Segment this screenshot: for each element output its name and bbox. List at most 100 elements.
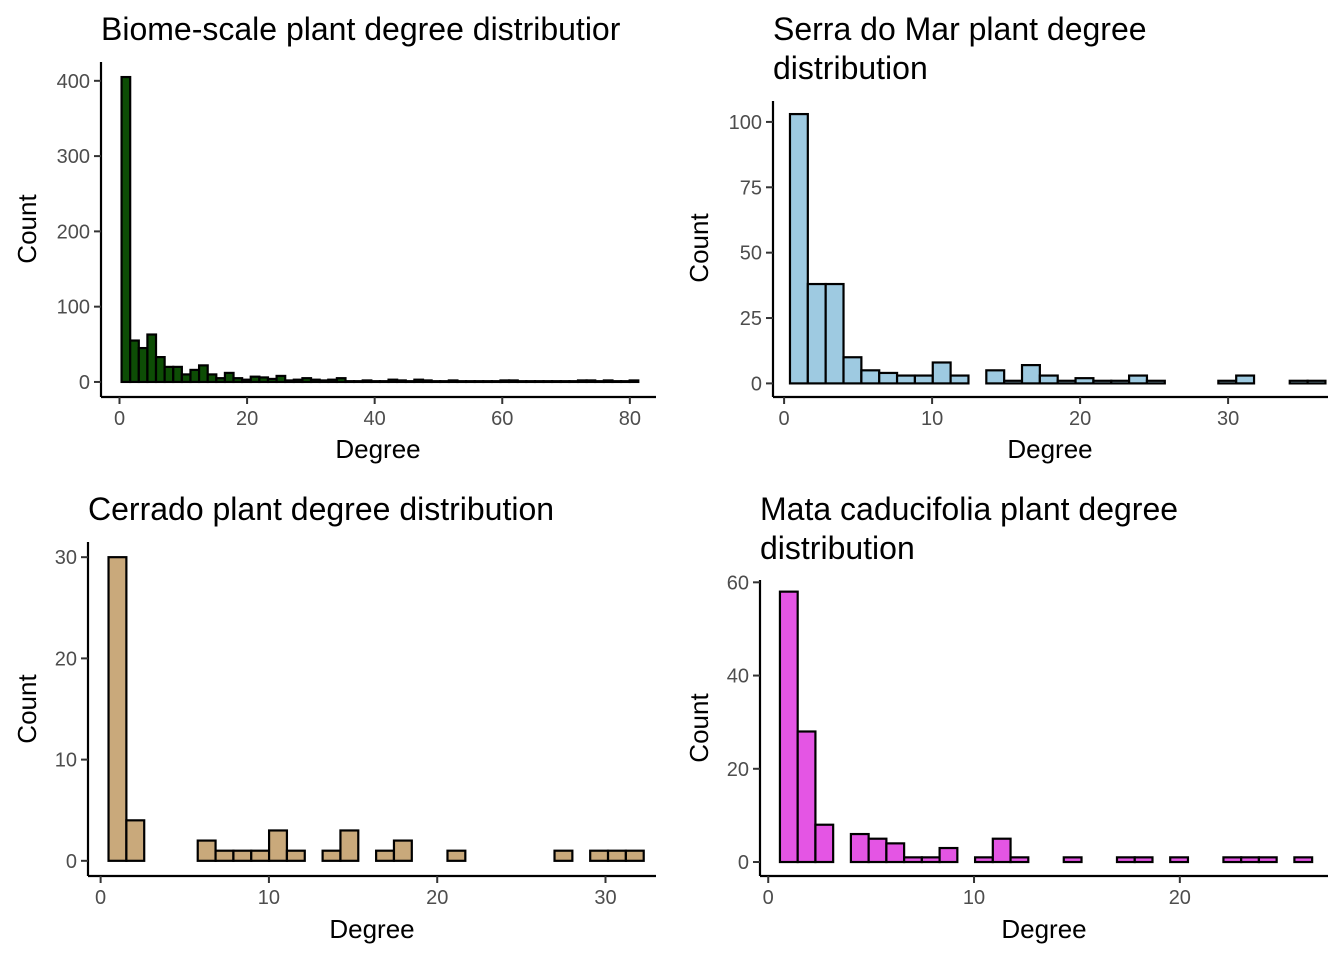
mata-caducifolia-y-tick-label: 40	[727, 666, 749, 688]
biome-scale-bar-21	[301, 377, 313, 384]
serra-do-mar-bar-8	[931, 361, 952, 385]
mata-caducifolia-bar-9	[938, 846, 959, 864]
serra-do-mar-bar-14	[1038, 374, 1059, 385]
mata-caducifolia-bar-19	[1115, 856, 1136, 864]
serra-do-mar-x-tick-label: 30	[1217, 408, 1239, 430]
biome-scale-bar-42	[482, 380, 493, 384]
mata-caducifolia-bar-25	[1222, 856, 1243, 864]
biome-scale-bar-16	[258, 376, 270, 384]
mata-caducifolia-bar-20	[1133, 856, 1154, 864]
serra-do-mar-bar-7	[913, 374, 934, 385]
biome-scale-bar-6	[172, 365, 183, 384]
mata-caducifolia-bar-26	[1240, 856, 1261, 864]
mata-caducifolia-bar-16	[1062, 856, 1083, 864]
serra-do-mar-bar-6	[895, 374, 917, 385]
biome-scale-bar-54	[585, 379, 597, 384]
biome-scale-bar-58	[619, 380, 631, 384]
biome-scale-bar-49	[542, 380, 554, 384]
biome-scale-bar-24	[327, 378, 338, 384]
biome-scale-bar-44	[499, 379, 511, 384]
cerrado-bar-19	[446, 849, 467, 862]
mata-caducifolia-bar-4	[849, 832, 870, 864]
mata-caducifolia-panel: Mata caducifolia plant degree distributio…	[684, 491, 1328, 944]
biome-scale-bar-1	[129, 339, 140, 384]
cerrado-bar-25	[553, 849, 574, 862]
serra-do-mar-bar-20	[1145, 379, 1166, 385]
biome-scale-bar-48	[533, 380, 545, 384]
cerrado-x-tick-label: 0	[95, 887, 106, 909]
mata-caducifolia-bar-6	[885, 842, 906, 864]
mata-caducifolia-y-tick-label: 0	[738, 852, 749, 874]
serra-do-mar-bar-19	[1128, 374, 1149, 385]
cerrado-bar-7	[232, 849, 253, 862]
serra-do-mar-bar-17	[1092, 379, 1113, 385]
cerrado-bar-12	[321, 849, 342, 862]
biome-scale-bar-36	[430, 380, 442, 384]
biome-scale-y-tick-label: 0	[79, 372, 90, 394]
serra-do-mar-bar-25	[1235, 374, 1256, 385]
mata-caducifolia-bar-8	[920, 856, 941, 864]
cerrado-x-tick-label: 20	[426, 887, 448, 909]
biome-scale-bar-28	[361, 379, 373, 384]
biome-scale-bar-11	[215, 377, 227, 384]
serra-do-mar-bar-16	[1074, 377, 1095, 385]
cerrado-x-axis-label: Degree	[329, 914, 414, 944]
biome-scale-bar-12	[223, 371, 235, 384]
biome-scale-bar-22	[309, 378, 321, 384]
cerrado-bar-29	[624, 849, 645, 862]
mata-caducifolia-bar-11	[973, 856, 994, 864]
cerrado-bar-1	[125, 819, 146, 862]
cerrado-bar-0	[107, 556, 128, 862]
cerrado-bar-28	[606, 849, 627, 862]
cerrado-bar-5	[196, 839, 217, 862]
mata-caducifolia-bar-27	[1257, 856, 1278, 864]
cerrado-bar-6	[214, 849, 235, 862]
biome-scale-bar-10	[206, 373, 218, 384]
serra-do-mar-x-tick-label: 10	[921, 408, 943, 430]
biome-scale-x-tick-label: 60	[491, 408, 513, 430]
cerrado-panel: Cerrado plant degree distribution 0 10 20 30…	[12, 491, 656, 944]
biome-scale-bar-46	[516, 380, 528, 384]
cerrado-y-tick-label: 10	[55, 750, 77, 772]
biome-scale-bar-32	[396, 379, 407, 384]
mata-caducifolia-y-tick-label: 60	[727, 572, 749, 594]
serra-do-mar-y-tick-label: 50	[740, 243, 762, 265]
biome-scale-x-tick-label: 20	[236, 408, 258, 430]
serra-do-mar-panel: Serra do Mar plant degree distribution 0 10…	[684, 11, 1328, 464]
biome-scale-bar-41	[473, 380, 485, 384]
serra-do-mar-bar-0	[788, 112, 809, 385]
mata-caducifolia-x-axis-label: Degree	[1001, 914, 1086, 944]
cerrado-bar-8	[250, 849, 271, 862]
mata-caducifolia-x-tick-label: 0	[763, 887, 774, 909]
mata-caducifolia-bar-12	[991, 837, 1012, 864]
biome-scale-bar-5	[163, 365, 175, 384]
biome-scale-bar-33	[404, 380, 416, 384]
serra-do-mar-bar-12	[1003, 379, 1024, 385]
biome-scale-bar-55	[594, 380, 605, 384]
cerrado-y-axis-label: Count	[12, 674, 42, 744]
biome-scale-bar-56	[602, 379, 614, 384]
biome-scale-y-tick-label: 100	[57, 297, 90, 319]
mata-caducifolia-title: Mata caducifolia plant degree distributio…	[760, 491, 1178, 566]
serra-do-mar-bar-4	[860, 369, 881, 385]
serra-do-mar-title: Serra do Mar plant degree distribution	[773, 11, 1147, 86]
biome-scale-bar-47	[525, 380, 537, 384]
mata-caducifolia-y-tick-label: 20	[727, 759, 749, 781]
serra-do-mar-bar-9	[949, 374, 970, 385]
biome-scale-bar-19	[284, 379, 295, 384]
cerrado-y-tick-label: 30	[55, 547, 77, 569]
biome-scale-y-axis-label: Count	[12, 194, 42, 264]
biome-scale-bar-34	[413, 378, 425, 384]
biome-scale-bar-29	[370, 380, 382, 384]
biome-scale-bar-9	[197, 364, 209, 384]
serra-do-mar-x-axis-label: Degree	[1007, 434, 1092, 464]
serra-do-mar-y-tick-label: 75	[740, 177, 762, 199]
biome-scale-y-tick-label: 300	[57, 146, 90, 168]
serra-do-mar-bar-24	[1217, 379, 1238, 385]
cerrado-bar-16	[392, 839, 413, 862]
mata-caducifolia-bar-22	[1169, 856, 1190, 864]
biome-scale-bar-50	[551, 380, 562, 384]
biome-scale-bar-14	[241, 378, 252, 384]
serra-do-mar-y-axis-label: Count	[684, 213, 714, 283]
